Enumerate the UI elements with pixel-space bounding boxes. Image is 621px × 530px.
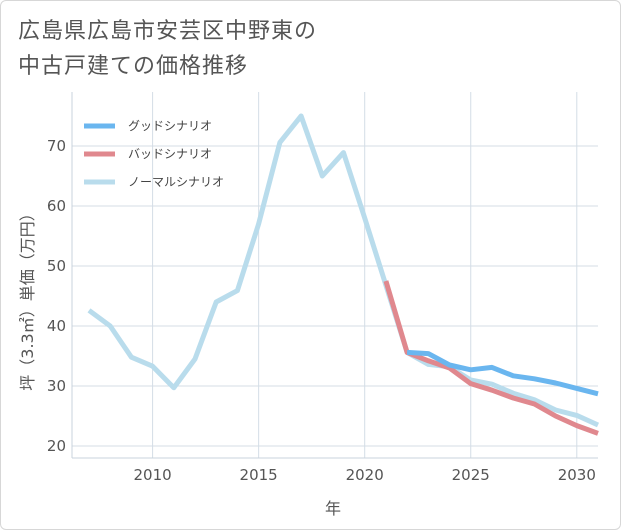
y-axis-ticks: 20 30 40 50 60 70	[47, 137, 66, 455]
legend-label: グッドシナリオ	[128, 119, 212, 133]
y-tick-label: 50	[47, 257, 66, 275]
y-tick-label: 30	[47, 377, 66, 395]
y-tick-label: 60	[47, 197, 66, 215]
x-axis-ticks: 2010 2015 2020 2025 2030	[134, 466, 596, 484]
y-tick-label: 20	[47, 437, 66, 455]
y-axis-title: 坪（3.3㎡）単価（万円）	[18, 205, 37, 390]
series-line-2	[383, 280, 599, 436]
y-tick-label: 40	[47, 317, 66, 335]
y-tick-label: 70	[47, 137, 66, 155]
chart-title-line-1: 広島県広島市安芸区中野東の	[18, 19, 318, 44]
plot-area	[71, 92, 598, 459]
x-tick-label: 2020	[346, 466, 384, 484]
x-tick-label: 2015	[240, 466, 278, 484]
grid-lines	[72, 92, 598, 458]
series-lines	[87, 113, 600, 436]
x-axis-title: 年	[325, 499, 341, 518]
legend-label: ノーマルシナリオ	[128, 175, 224, 189]
x-tick-label: 2030	[558, 466, 596, 484]
chart-title: 広島県広島市安芸区中野東の 中古戸建ての価格推移	[18, 14, 578, 84]
x-tick-label: 2010	[134, 466, 172, 484]
chart-title-line-2: 中古戸建ての価格推移	[18, 54, 249, 79]
legend-label: バッドシナリオ	[128, 147, 212, 161]
series-line-1	[406, 349, 599, 397]
series-line-3	[87, 113, 600, 428]
x-tick-label: 2025	[452, 466, 490, 484]
